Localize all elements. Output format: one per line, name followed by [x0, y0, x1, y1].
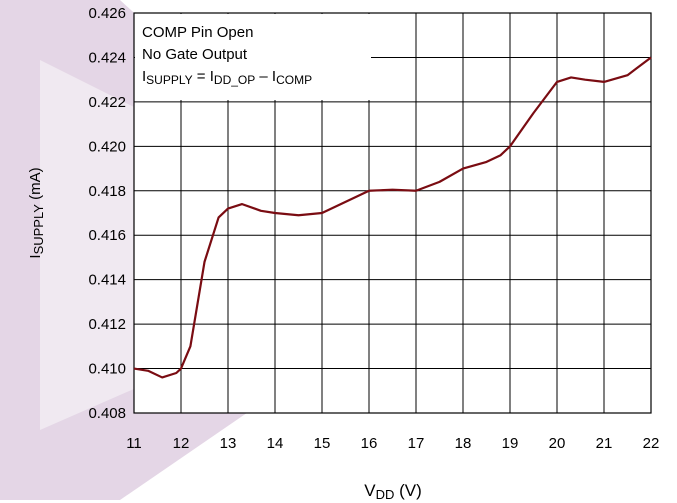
y-tick-label: 0.412: [88, 316, 126, 333]
y-axis-label: ISUPPLY (mA): [27, 167, 46, 258]
annotation: COMP Pin Open: [142, 24, 253, 41]
y-tick-label: 0.426: [88, 5, 126, 22]
x-tick-label: 13: [220, 435, 237, 452]
annotation: No Gate Output: [142, 46, 248, 63]
annotation-box: [135, 14, 371, 100]
x-tick-label: 20: [549, 435, 566, 452]
x-tick-label: 11: [126, 435, 142, 452]
x-tick-label: 21: [596, 435, 613, 452]
label-part: I: [27, 254, 44, 258]
x-tick-label: 12: [173, 435, 190, 452]
label-part: DD_OP: [214, 73, 255, 87]
data-line: [133, 56, 652, 379]
label-part: SUPPLY: [146, 73, 192, 87]
y-tick-label: 0.418: [88, 183, 126, 200]
x-tick-label: 14: [267, 435, 284, 452]
label-part: I: [142, 68, 146, 85]
y-tick-label: 0.416: [88, 227, 126, 244]
label-part: DD: [376, 487, 395, 502]
x-tick-label: 22: [643, 435, 660, 452]
x-tick-label: 16: [361, 435, 378, 452]
y-tick-label: 0.410: [88, 361, 126, 378]
y-tick-label: 0.414: [88, 272, 126, 289]
label-part: – I: [255, 68, 276, 85]
label-part: (V): [394, 481, 421, 500]
label-part: = I: [193, 68, 214, 85]
y-tick-label: 0.408: [88, 405, 126, 422]
label-part: COMP: [276, 73, 312, 87]
x-tick-label: 18: [455, 435, 472, 452]
label-part: (mA): [27, 167, 44, 204]
label-part: V: [364, 481, 376, 500]
y-tick-label: 0.424: [88, 49, 126, 66]
x-tick-label: 15: [314, 435, 331, 452]
x-tick-label: 19: [502, 435, 519, 452]
x-axis-label: VDD (V): [364, 481, 422, 502]
y-tick-label: 0.422: [88, 94, 126, 111]
annotation-formula: ISUPPLY = IDD_OP – ICOMP: [142, 68, 312, 87]
x-tick-label: 17: [408, 435, 425, 452]
y-tick-label: 0.420: [88, 138, 126, 155]
label-part: SUPPLY: [31, 204, 46, 255]
